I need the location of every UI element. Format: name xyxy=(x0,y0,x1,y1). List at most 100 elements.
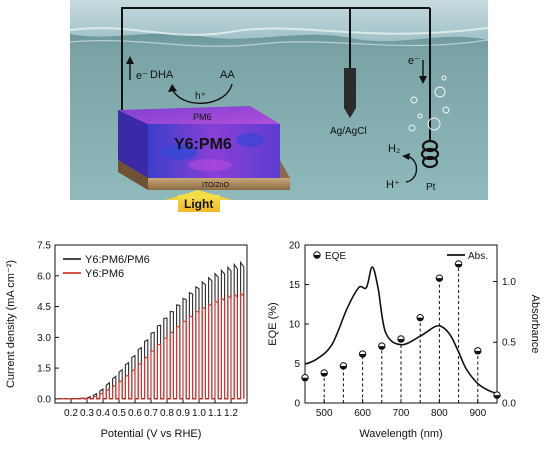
domain-blob xyxy=(236,133,264,147)
pm6-top-layer xyxy=(118,106,280,124)
y6pm6-label: Y6:PM6 xyxy=(174,136,232,153)
electron-right-label: e⁻ xyxy=(408,55,420,67)
jv-xtick-label: 1.2 xyxy=(224,408,238,419)
jv-xtick-label: 0.3 xyxy=(80,408,94,419)
abs-ytick-label: 0.0 xyxy=(502,399,516,410)
aa-label: AA xyxy=(220,69,235,81)
domain-blob xyxy=(188,159,232,171)
jv-xtick-label: 1.1 xyxy=(208,408,222,419)
light-label: Light xyxy=(184,197,213,211)
jv-legend-label: Y6:PM6/PM6 xyxy=(85,254,150,266)
eqe-ytick-label: 5 xyxy=(294,359,300,370)
hole-label: h⁺ xyxy=(195,91,206,102)
jv-chart: 0.2 0.3 0.4 0.5 0.6 0.7 0.8 0.9 1.0 1.1 1.2 0.0 1.5… xyxy=(5,241,248,440)
active-layer-side xyxy=(118,110,148,178)
jv-xtick-label: 0.4 xyxy=(96,408,110,419)
jv-ytick-label: 0.0 xyxy=(37,394,51,405)
top-wire xyxy=(121,7,430,18)
jv-xtick-label: 0.8 xyxy=(160,408,174,419)
oxidation-arrow-head xyxy=(168,84,177,92)
jv-ytick-label: 4.5 xyxy=(37,302,51,313)
jv-xtick-label: 0.7 xyxy=(144,408,158,419)
abs-ytick-label: 1.0 xyxy=(502,277,516,288)
abs-ytick-label: 0.5 xyxy=(502,338,516,349)
eqe-legend: EQE Abs. xyxy=(313,251,488,262)
ito-layer xyxy=(148,178,290,190)
eqe-legend-marker xyxy=(313,251,321,259)
ito-side xyxy=(118,160,148,190)
eqe-point xyxy=(416,313,424,322)
photoelectrode: ITO/ZnO PM6 Y6:PM6 xyxy=(118,106,290,190)
eqe-marker-fill xyxy=(455,263,462,268)
water-surface xyxy=(70,0,488,42)
eqe-xtick-label: 700 xyxy=(393,408,410,419)
jv-legend-label: Y6:PM6 xyxy=(85,268,124,280)
eqe-ytick-label: 20 xyxy=(289,241,301,252)
jv-ytick-label: 7.5 xyxy=(37,241,51,252)
eqe-point xyxy=(474,347,482,355)
jv-xtick-label: 1.0 xyxy=(192,408,206,419)
jv-legend: Y6:PM6/PM6 Y6:PM6 xyxy=(63,254,150,280)
reduction-arrow-head xyxy=(402,153,410,160)
eqe-ytick-label: 0 xyxy=(294,399,300,410)
jv-xlabel: Potential (V vs RHE) xyxy=(101,428,202,440)
eqe-marker-fill xyxy=(474,350,481,355)
ag-agcl-electrode xyxy=(344,68,356,118)
light-arrow-body xyxy=(178,195,220,212)
jv-ytick-label: 3.0 xyxy=(37,333,51,344)
eqe-point xyxy=(320,369,328,377)
absorbance-line xyxy=(304,266,498,395)
electron-left-label: e⁻ xyxy=(136,70,148,82)
eqe-ytick-label: 10 xyxy=(289,320,301,331)
oxidation-arrow xyxy=(171,83,233,104)
eqe-xtick-label: 900 xyxy=(469,408,486,419)
eqe-point xyxy=(435,274,444,282)
eqe-marker-fill xyxy=(340,365,347,370)
jv-ytick-label: 6.0 xyxy=(37,271,51,282)
eqe-marker-fill xyxy=(321,372,328,377)
absorbance-ylabel: Absorbance xyxy=(529,295,541,354)
eqe-marker-fill xyxy=(359,354,366,358)
eqe-point xyxy=(378,342,386,350)
jv-series-line xyxy=(58,291,245,400)
eqe-point xyxy=(301,374,309,382)
dha-label: DHA xyxy=(150,69,174,81)
eqe-marker-fill xyxy=(417,317,424,321)
eqe-xlabel: Wavelength (nm) xyxy=(359,428,442,440)
eqe-xtick-label: 800 xyxy=(431,408,448,419)
eqe-xtick-label: 600 xyxy=(354,408,371,419)
eqe-point xyxy=(493,391,501,399)
eqe-point xyxy=(358,350,367,358)
eqe-point xyxy=(339,362,348,370)
electron-arrow-up-head xyxy=(126,56,134,64)
domain-blob xyxy=(162,144,198,160)
eqe-marker-fill xyxy=(397,339,405,343)
jv-ylabel: Current density (mA cm⁻²) xyxy=(5,260,17,388)
eqe-ytick-label: 15 xyxy=(289,280,301,291)
eqe-xtick-label: 500 xyxy=(316,408,333,419)
jv-xtick-label: 0.2 xyxy=(64,408,78,419)
jv-xtick-label: 0.9 xyxy=(176,408,190,419)
jv-ytick-label: 1.5 xyxy=(37,364,51,375)
jv-xtick-label: 0.6 xyxy=(128,408,142,419)
electron-arrow-down-head xyxy=(419,76,427,84)
eqe-point xyxy=(397,335,405,343)
eqe-marker-fill xyxy=(301,377,309,381)
ref-electrode-label: Ag/AgCl xyxy=(330,126,367,137)
jv-xtick-label: 0.5 xyxy=(112,408,126,419)
wave-line xyxy=(69,27,489,36)
pt-coil-electrode xyxy=(420,139,440,169)
eqe-ylabel: EQE (%) xyxy=(267,302,279,345)
hplus-label: H⁺ xyxy=(386,179,400,191)
pm6-label: PM6 xyxy=(193,112,212,122)
pt-label: Pt xyxy=(426,182,436,193)
schematic-panel: e⁻ e⁻ DHA AA h⁺ ITO/ZnO PM6 Y6:PM6 Light xyxy=(69,0,489,212)
hydrogen-bubbles xyxy=(408,75,450,132)
eqe-marker-fill xyxy=(378,346,385,350)
eqe-marker-fill xyxy=(436,278,443,282)
wave-line xyxy=(69,39,489,47)
ito-label: ITO/ZnO xyxy=(202,182,230,189)
eqe-marker-fill xyxy=(493,395,501,399)
eqe-legend-circle-fill xyxy=(313,255,321,259)
